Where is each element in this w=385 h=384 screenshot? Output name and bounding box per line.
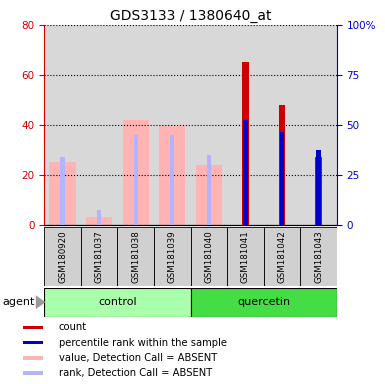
Bar (86, 217, 112, 225)
Title: GDS3133 / 1380640_at: GDS3133 / 1380640_at (110, 8, 271, 23)
Bar (60, 157, 65, 225)
Text: GSM181042: GSM181042 (278, 230, 286, 283)
Text: count: count (59, 323, 87, 333)
Text: rank, Detection Call = ABSENT: rank, Detection Call = ABSENT (59, 368, 212, 378)
Bar (264, 227, 300, 286)
Bar (280, 132, 284, 225)
Bar (242, 62, 249, 225)
Text: GSM181041: GSM181041 (241, 230, 250, 283)
Bar (300, 25, 337, 225)
Bar (316, 150, 321, 225)
Text: GSM181038: GSM181038 (131, 230, 140, 283)
Text: control: control (98, 297, 137, 308)
Bar (117, 25, 154, 225)
Bar (23, 326, 43, 329)
Bar (300, 227, 337, 286)
Bar (154, 227, 191, 286)
Polygon shape (36, 295, 45, 309)
Text: value, Detection Call = ABSENT: value, Detection Call = ABSENT (59, 353, 217, 363)
Bar (264, 25, 300, 225)
Bar (227, 227, 264, 286)
Bar (44, 25, 81, 225)
Bar (191, 288, 337, 317)
Text: quercetin: quercetin (237, 297, 290, 308)
Bar (134, 135, 138, 225)
Text: GSM181039: GSM181039 (168, 230, 177, 283)
Text: percentile rank within the sample: percentile rank within the sample (59, 338, 227, 348)
Bar (191, 25, 227, 225)
Bar (196, 165, 222, 225)
Bar (227, 25, 264, 225)
Bar (49, 162, 76, 225)
Bar (23, 371, 43, 375)
Bar (122, 120, 149, 225)
Bar (315, 157, 322, 225)
Text: GSM181037: GSM181037 (95, 230, 104, 283)
Bar (207, 155, 211, 225)
Bar (97, 210, 101, 225)
Bar (23, 341, 43, 344)
Bar (44, 288, 191, 317)
Bar (191, 227, 227, 286)
Bar (243, 120, 248, 225)
Bar (279, 105, 285, 225)
Bar (81, 25, 117, 225)
Bar (159, 125, 186, 225)
Text: agent: agent (2, 297, 34, 307)
Bar (170, 135, 174, 225)
Bar (81, 227, 117, 286)
Text: GSM181043: GSM181043 (314, 230, 323, 283)
Bar (23, 356, 43, 359)
Text: GSM181040: GSM181040 (204, 230, 213, 283)
Bar (44, 227, 81, 286)
Bar (117, 227, 154, 286)
Bar (154, 25, 191, 225)
Text: GSM180920: GSM180920 (58, 230, 67, 283)
